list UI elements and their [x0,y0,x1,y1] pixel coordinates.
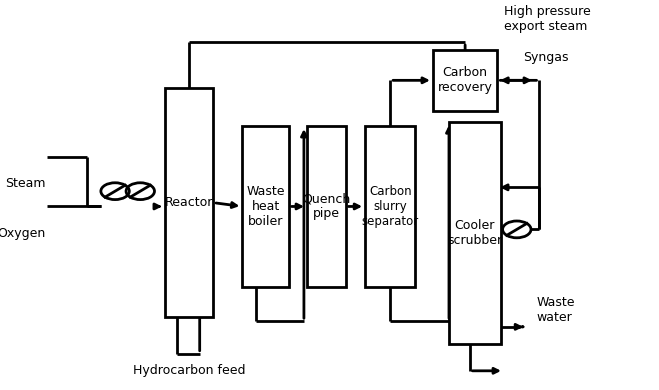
Bar [307,126,345,287]
Bar [449,122,501,344]
Text: Hydrocarbon feed: Hydrocarbon feed [132,364,245,377]
Text: Syngas: Syngas [523,51,569,64]
Text: Reactor: Reactor [165,196,214,209]
Text: Waste
heat
boiler: Waste heat boiler [246,185,285,228]
Text: Carbon
recovery: Carbon recovery [438,66,492,94]
Bar [365,126,415,287]
Text: Steam: Steam [5,177,45,190]
Text: Carbon
slurry
separator: Carbon slurry separator [362,185,419,228]
Bar [243,126,289,287]
Text: Waste
water: Waste water [536,296,575,324]
Text: Cooler
scrubber: Cooler scrubber [447,219,502,247]
Text: Oxygen: Oxygen [0,227,45,240]
Text: High pressure
export steam: High pressure export steam [504,5,590,33]
Text: Quench
pipe: Quench pipe [302,193,351,220]
Bar [433,50,498,111]
Bar [165,88,214,317]
